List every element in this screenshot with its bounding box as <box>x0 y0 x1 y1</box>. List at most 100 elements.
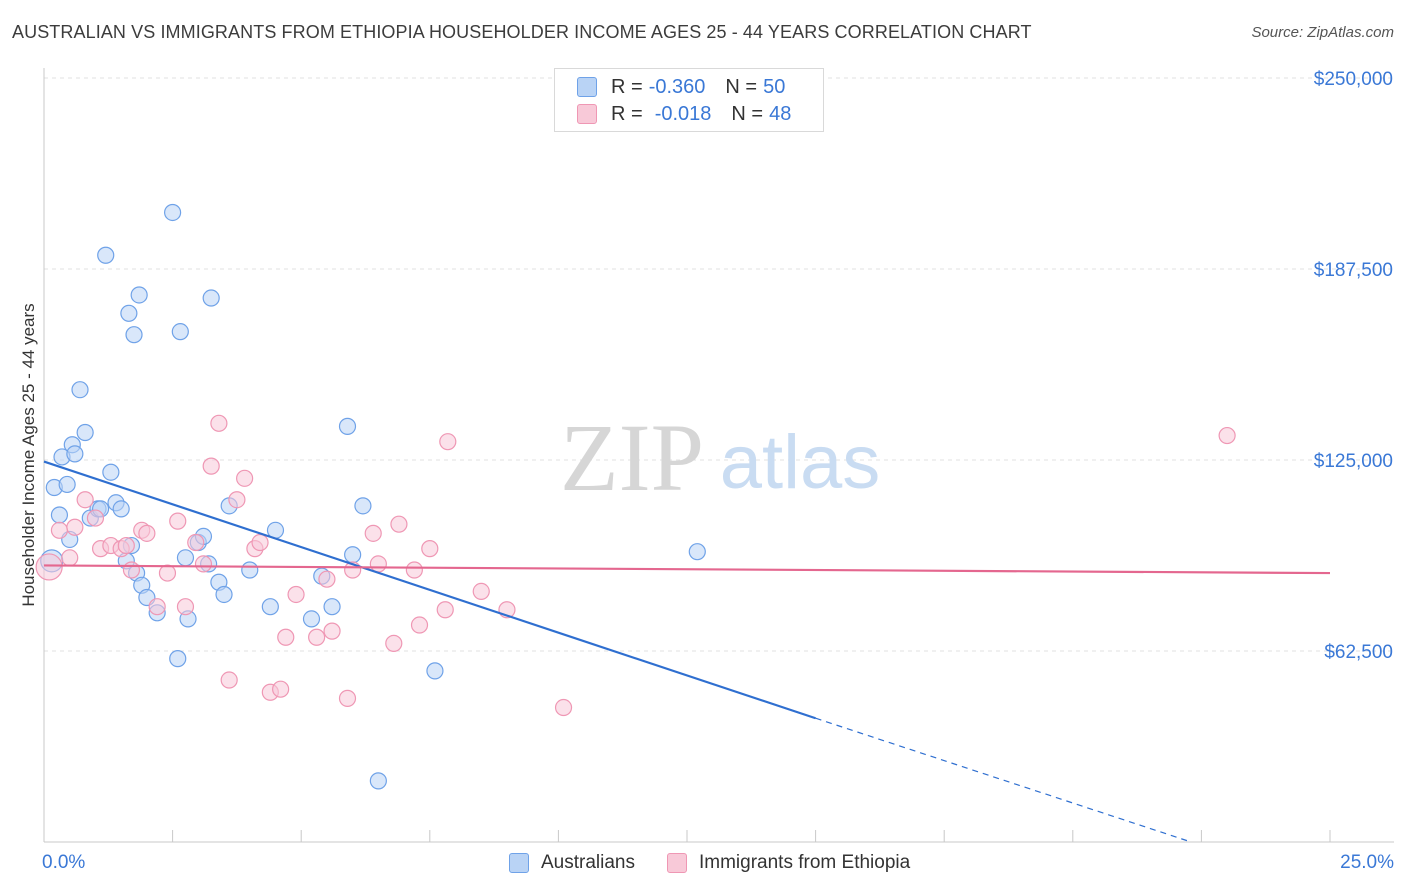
ethiopia-point <box>117 536 135 555</box>
legend-r-label: R = <box>611 102 643 125</box>
y-tick-label: $125,000 <box>1314 451 1393 472</box>
ethiopia-point <box>86 509 105 527</box>
australian-point <box>76 423 94 442</box>
legend-item-australians[interactable]: Australians <box>509 852 635 874</box>
legend-item-ethiopia[interactable]: Immigrants from Ethiopia <box>667 852 910 874</box>
correlation-legend: R = -0.360 N = 50 R = -0.018 N = 48 <box>554 68 824 132</box>
y-tick-label: $187,500 <box>1314 260 1393 281</box>
ethiopia-point <box>554 698 573 717</box>
legend-label-australians: Australians <box>541 852 635 873</box>
ethiopia-point <box>148 598 166 616</box>
australian-point <box>169 650 187 668</box>
legend-r-value: -0.360 <box>648 75 706 98</box>
ethiopia-point <box>194 555 213 573</box>
ethiopia-point <box>158 564 177 582</box>
australian-point <box>102 463 120 481</box>
ethiopia-point <box>61 549 79 567</box>
ethiopia-point <box>410 616 429 634</box>
source-label: Source: ZipAtlas.com <box>1251 24 1394 41</box>
australian-point <box>261 598 279 616</box>
legend-swatch-blue <box>577 77 597 97</box>
legend-swatch-ethiopia <box>667 853 687 873</box>
ethiopia-point <box>176 598 195 616</box>
australian-point <box>202 289 220 307</box>
ethiopia-point <box>35 553 63 581</box>
australian-point <box>338 417 357 435</box>
australian-point <box>241 561 259 579</box>
australian-point <box>58 475 76 494</box>
ethiopia-point <box>338 689 357 707</box>
ethiopia-point <box>272 680 290 698</box>
australian-point <box>66 445 84 463</box>
ethiopia-point <box>138 524 156 542</box>
ethiopia-point <box>308 628 326 646</box>
ethiopia-point <box>236 469 254 487</box>
ethiopia-trend-line <box>43 564 1331 575</box>
legend-r-value: -0.018 <box>654 102 712 125</box>
chart-title: AUSTRALIAN VS IMMIGRANTS FROM ETHIOPIA H… <box>12 22 1032 42</box>
watermark-atlas: atlas <box>720 420 881 505</box>
australians-trend-extension <box>815 717 1192 843</box>
ethiopia-point <box>318 570 336 588</box>
legend-label-ethiopia: Immigrants from Ethiopia <box>699 852 911 873</box>
ethiopia-point <box>369 555 387 573</box>
australian-point <box>71 381 89 399</box>
australian-point <box>215 585 233 604</box>
axes <box>43 68 1394 843</box>
ethiopia-point <box>421 540 439 558</box>
legend-n-value: 48 <box>769 102 792 125</box>
series-legend: Australians Immigrants from Ethiopia <box>509 852 942 874</box>
legend-n-label: N = <box>725 75 758 98</box>
y-tick-labels: $62,500 $125,000 $187,500 $250,000 <box>1314 69 1393 663</box>
ethiopia-point <box>202 457 220 475</box>
x-axis-min-label: 0.0% <box>42 852 86 873</box>
legend-swatch-australians <box>509 853 529 873</box>
ethiopia-point <box>385 634 403 652</box>
ethiopia-point <box>323 622 341 640</box>
ethiopia-point <box>169 512 187 530</box>
ethiopia-point <box>390 515 408 533</box>
ethiopia-point <box>472 582 490 601</box>
australian-point <box>125 326 143 344</box>
australian-point <box>344 546 362 564</box>
ethiopia-point <box>122 561 141 579</box>
y-axis-label: Householder Income Ages 25 - 44 years <box>19 303 38 606</box>
australian-point <box>369 772 387 790</box>
ethiopia-point <box>228 491 246 509</box>
ethiopia-point <box>66 518 84 536</box>
australian-point <box>688 543 706 561</box>
australian-point <box>97 246 115 264</box>
ethiopia-point <box>251 533 269 552</box>
ethiopia-point <box>1218 426 1236 445</box>
australians-trend-line <box>43 460 816 720</box>
legend-n-value: 50 <box>763 75 786 98</box>
ethiopia-point <box>436 601 454 619</box>
legend-r-label: R = <box>611 75 643 98</box>
australian-point <box>302 610 321 628</box>
ethiopia-point <box>287 585 305 604</box>
legend-swatch-pink <box>577 104 597 124</box>
australian-point <box>130 286 148 304</box>
australian-point <box>171 323 189 341</box>
australian-point <box>354 497 372 515</box>
australian-point <box>112 500 130 518</box>
ethiopia-point <box>364 524 382 542</box>
ethiopia-point <box>220 671 238 689</box>
legend-row-ethiopia: R = -0.018 N = 48 <box>577 101 791 127</box>
australian-point <box>120 304 138 322</box>
australian-point <box>323 598 341 616</box>
y-tick-label: $250,000 <box>1314 69 1393 90</box>
ethiopia-point <box>76 491 94 509</box>
watermark-zip: ZIP <box>560 404 704 511</box>
legend-n-label: N = <box>731 102 764 125</box>
australian-point <box>426 662 444 680</box>
trend-lines <box>43 460 1331 843</box>
australian-point <box>50 506 69 524</box>
australian-point <box>176 549 195 567</box>
ethiopia-point <box>187 533 205 552</box>
ethiopia-point <box>210 414 228 432</box>
australian-point <box>164 203 182 222</box>
x-axis-max-label: 25.0% <box>1340 852 1394 873</box>
watermark: ZIP atlas <box>560 404 880 511</box>
